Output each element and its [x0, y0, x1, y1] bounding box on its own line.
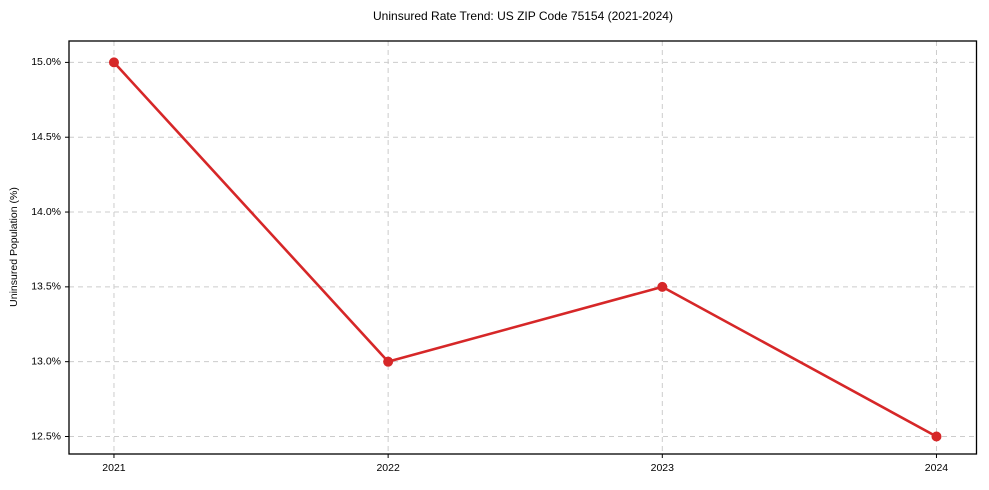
data-point-marker: [383, 356, 394, 367]
trend-line: [112, 61, 938, 438]
y-axis-label: Uninsured Population (%): [8, 187, 20, 307]
x-tick-label: 2024: [925, 462, 949, 474]
gridlines: [69, 41, 977, 454]
y-tick-label: 13.0%: [31, 355, 61, 367]
data-point-marker: [931, 431, 942, 442]
y-tick-label: 13.5%: [31, 281, 61, 293]
x-tick-label: 2023: [651, 462, 675, 474]
y-tick-label: 15.0%: [31, 56, 61, 68]
y-tick-label: 14.5%: [31, 131, 61, 143]
tick-labels: 12.5% 13.0% 13.5% 14.0% 14.5% 15.0% 2021 2022 20…: [31, 56, 948, 474]
data-point-marker: [657, 281, 668, 292]
y-tick-label: 12.5%: [31, 430, 61, 442]
data-series: [108, 57, 942, 442]
axis-ticks: [65, 61, 937, 458]
x-tick-label: 2022: [376, 462, 400, 474]
y-tick-label: 14.0%: [31, 206, 61, 218]
plot-frame: [68, 40, 978, 455]
x-tick-label: 2021: [102, 462, 126, 474]
plot-border: [68, 40, 978, 455]
chart-title: Uninsured Rate Trend: US ZIP Code 75154 …: [373, 9, 673, 23]
data-point-marker: [108, 57, 119, 68]
